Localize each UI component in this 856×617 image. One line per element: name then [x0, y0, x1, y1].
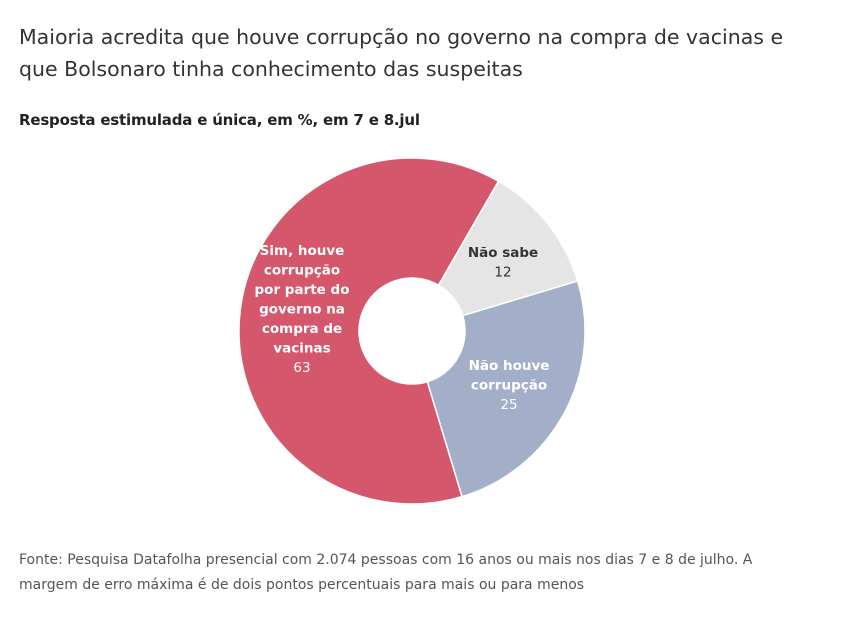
slice-label-2-line-0: Sim, houve — [260, 243, 345, 259]
donut-slice-1 — [426, 280, 586, 498]
donut-slices — [238, 157, 586, 505]
donut-slice-2 — [238, 157, 500, 505]
donut-chart: Não sabe 12 Não houve corrupção 25 Sim, houve… — [238, 157, 586, 505]
slice-value-2: 63 — [293, 360, 310, 376]
donut-labels: Não sabe 12 Não houve corrupção 25 Sim, houve… — [255, 243, 550, 413]
chart-subtitle: Resposta estimulada e única, em %, em 7 … — [19, 111, 420, 129]
source-note: Fonte: Pesquisa Datafolha presencial com… — [19, 552, 753, 593]
slice-label-1-line-0: Não houve — [469, 358, 550, 374]
slice-value-1: 25 — [500, 397, 517, 413]
slice-label-1-line-1: corrupção — [471, 378, 547, 394]
donut-slice-0 — [437, 180, 579, 317]
slice-label-2-line-5: vacinas — [273, 341, 330, 357]
slice-label-2-line-1: corrupção — [264, 263, 340, 279]
chart-title: Maioria acredita que houve corrupção no … — [19, 25, 784, 81]
slice-label-2-line-3: governo na — [259, 302, 345, 318]
slice-value-0: 12 — [494, 265, 511, 281]
slice-label-2-line-2: por parte do — [255, 282, 350, 298]
slice-label-0-line-0: Não sabe — [468, 245, 538, 261]
slice-label-2-line-4: compra de — [262, 321, 342, 337]
